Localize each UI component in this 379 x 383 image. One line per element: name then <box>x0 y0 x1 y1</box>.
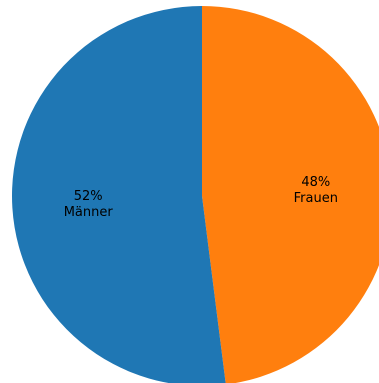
slice-name-label: Frauen <box>294 191 338 206</box>
pie-slice-frauen <box>202 6 379 383</box>
pie-slice-männer <box>12 6 226 383</box>
slice-name-label: Männer <box>64 205 114 220</box>
slice-percent-label: 48% <box>301 175 330 190</box>
pie-labels: 48%Frauen 52%Männer <box>64 175 338 220</box>
pie-slices <box>12 6 379 383</box>
slice-percent-label: 52% <box>74 189 103 204</box>
